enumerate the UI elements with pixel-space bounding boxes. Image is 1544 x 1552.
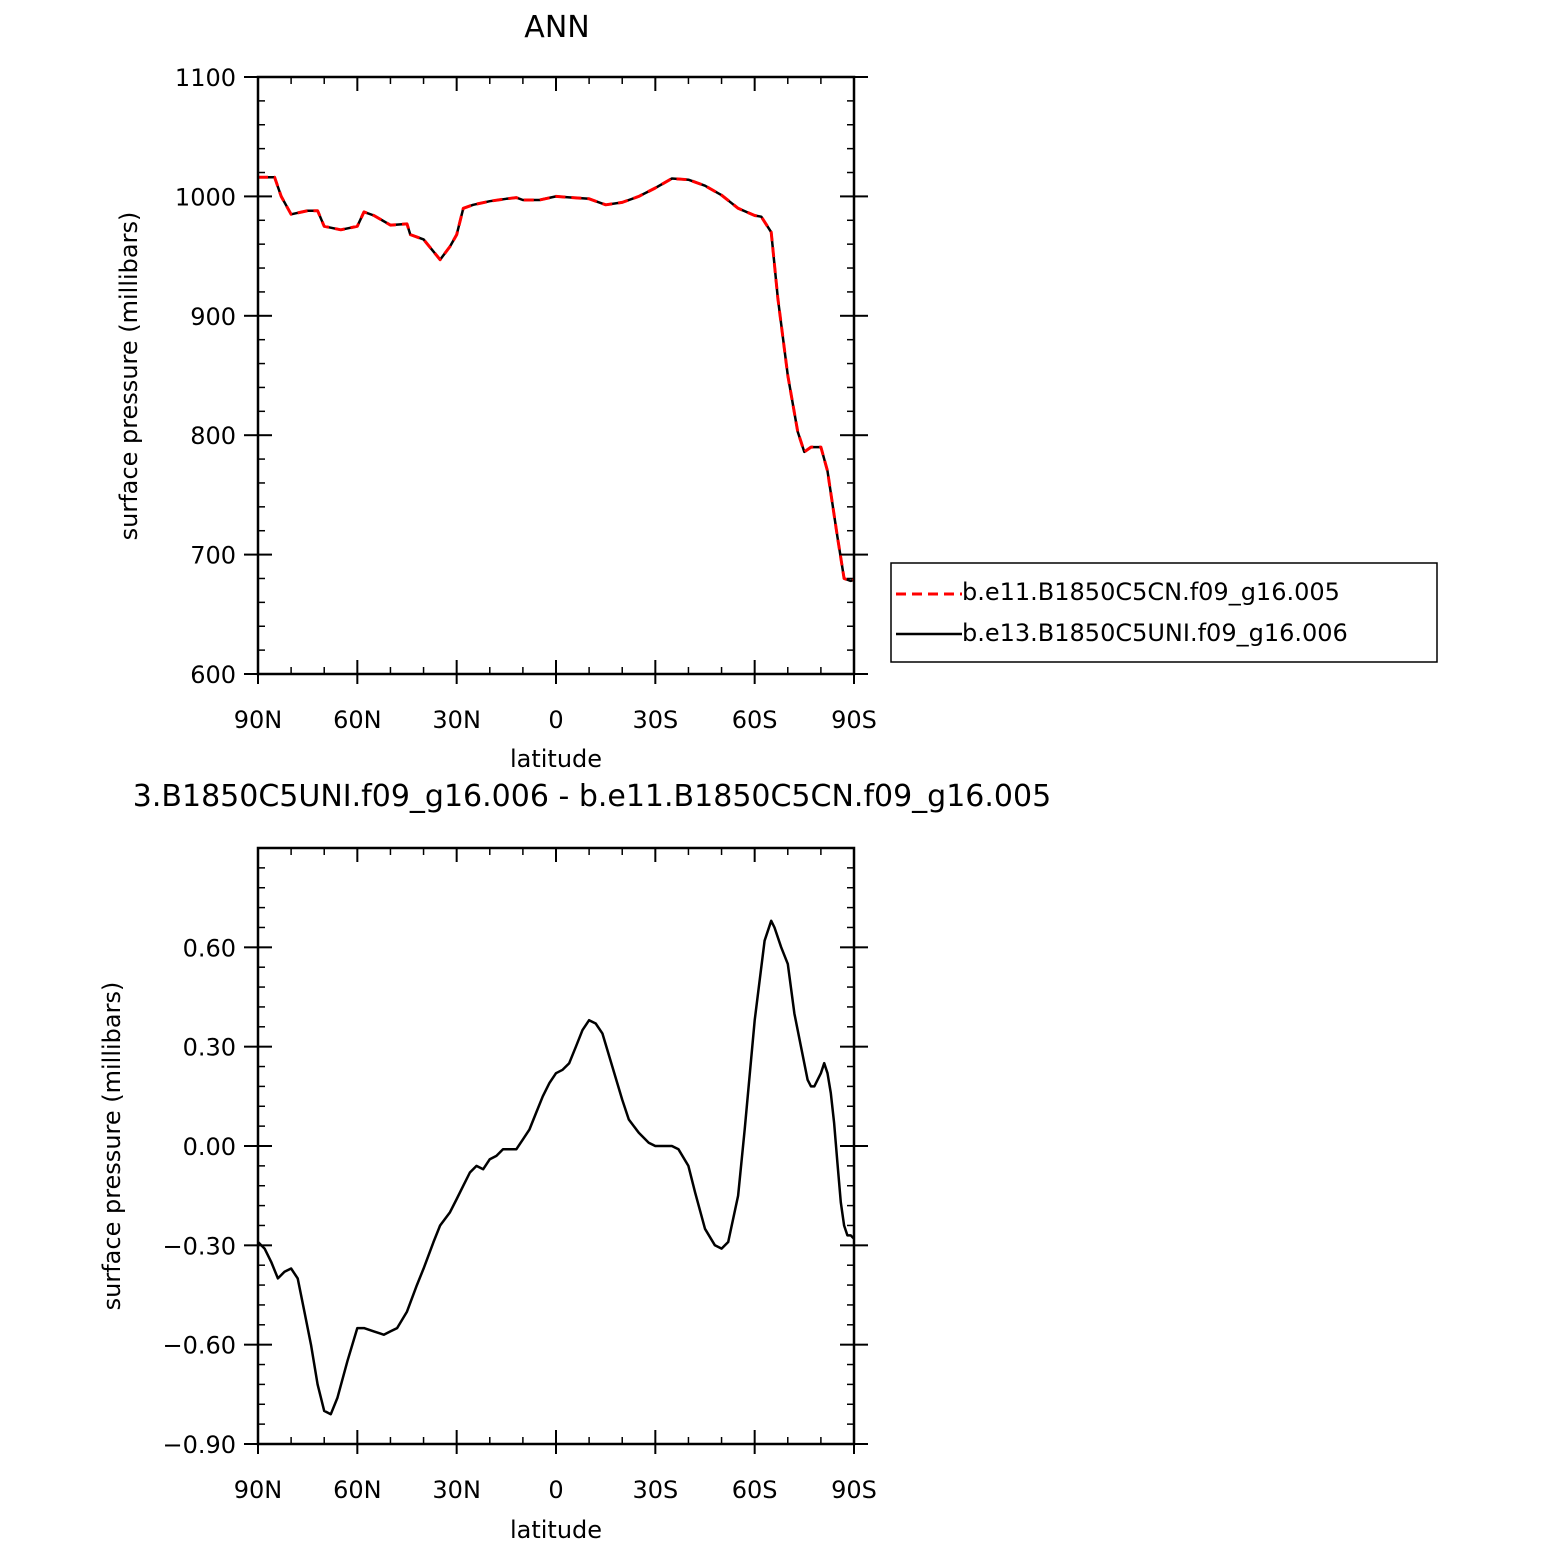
bottom-y-axis-ticks: −0.90 −0.60 −0.30 0.00 0.30 0.60 — [162, 847, 868, 1459]
top-y-axis-ticks: 600 700 800 900 1000 1100 — [175, 64, 868, 689]
top-y-tick-label: 800 — [190, 422, 236, 450]
difference-line — [257, 919, 855, 1416]
bottom-series-lines — [257, 919, 855, 1416]
bottom-x-tick-label: 60S — [732, 1476, 778, 1504]
bottom-y-axis-label: surface pressure (millibars) — [98, 982, 126, 1311]
legend-label-series-a: b.e11.B1850C5CN.f09_g16.005 — [962, 578, 1340, 606]
legend: b.e11.B1850C5CN.f09_g16.005 b.e13.B1850C… — [890, 562, 1438, 663]
bottom-y-tick-label: 0.60 — [183, 934, 236, 962]
bottom-y-tick-label: −0.60 — [162, 1332, 236, 1360]
top-y-tick-label: 600 — [190, 661, 236, 689]
bottom-x-tick-label: 30N — [432, 1476, 481, 1504]
series-line-solid-black — [258, 176, 855, 583]
top-series-lines — [258, 175, 855, 583]
top-chart-title: ANN — [524, 10, 589, 45]
bottom-y-tick-label: −0.90 — [162, 1431, 236, 1459]
legend-box — [890, 562, 1438, 663]
bottom-plot-frame — [256, 846, 856, 1446]
top-x-tick-label: 60N — [333, 706, 382, 734]
bottom-y-tick-label: 0.00 — [183, 1133, 236, 1161]
top-x-tick-label: 60S — [732, 706, 778, 734]
bottom-chart-title: 3.B1850C5UNI.f09_g16.006 - b.e11.B1850C5… — [133, 779, 1051, 814]
top-x-tick-label: 0 — [548, 706, 563, 734]
top-panel: ANN 90N 60N 30N 0 30S 60S 90S 600 700 800 900 1000… — [115, 10, 1438, 773]
top-x-tick-label: 30N — [432, 706, 481, 734]
bottom-x-tick-label: 90S — [831, 1476, 877, 1504]
bottom-x-axis-label: latitude — [510, 1516, 602, 1544]
bottom-x-tick-label: 30S — [632, 1476, 678, 1504]
top-x-axis-label: latitude — [510, 745, 602, 773]
top-y-tick-label: 700 — [190, 542, 236, 570]
top-x-axis-ticks: 90N 60N 30N 0 30S 60S 90S — [234, 77, 877, 734]
bottom-panel: 3.B1850C5UNI.f09_g16.006 - b.e11.B1850C5… — [98, 779, 1051, 1544]
bottom-x-tick-label: 90N — [234, 1476, 283, 1504]
top-x-tick-label: 90N — [234, 706, 283, 734]
top-y-axis-label: surface pressure (millibars) — [115, 212, 143, 541]
top-y-tick-label: 900 — [190, 303, 236, 331]
top-y-tick-label: 1100 — [175, 64, 236, 92]
series-line-dashed-red — [258, 175, 855, 583]
top-x-tick-label: 90S — [831, 706, 877, 734]
bottom-y-tick-label: 0.30 — [183, 1034, 236, 1062]
top-x-tick-label: 30S — [632, 706, 678, 734]
top-y-tick-label: 1000 — [175, 183, 236, 211]
legend-label-series-b: b.e13.B1850C5UNI.f09_g16.006 — [962, 619, 1348, 647]
bottom-x-tick-label: 0 — [548, 1476, 563, 1504]
top-plot-frame — [256, 75, 856, 676]
bottom-y-tick-label: −0.30 — [162, 1232, 236, 1260]
bottom-x-tick-label: 60N — [333, 1476, 382, 1504]
